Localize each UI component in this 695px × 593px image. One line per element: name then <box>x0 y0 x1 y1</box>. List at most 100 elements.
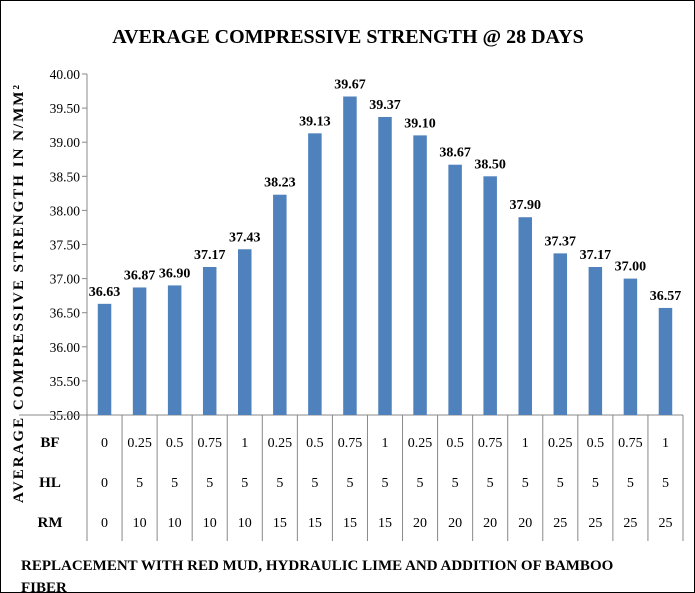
row-hl-cell-16: 5 <box>662 476 669 491</box>
data-label-9: 39.10 <box>404 116 436 131</box>
y-tick-label-7: 38.50 <box>50 169 81 184</box>
row-hl-cell-10: 5 <box>452 476 459 491</box>
row-rm-cell-13: 25 <box>553 516 567 531</box>
bar-16 <box>658 307 673 415</box>
y-tick-label-6: 38.00 <box>50 203 81 218</box>
row-hl-cell-15: 5 <box>627 476 634 491</box>
row-hl-cell-14: 5 <box>592 476 599 491</box>
data-label-6: 39.13 <box>299 114 331 129</box>
chart-title: AVERAGE COMPRESSIVE STRENGTH @ 28 DAYS <box>112 26 583 48</box>
data-label-12: 37.90 <box>509 198 541 213</box>
row-rm-cell-5: 15 <box>273 516 287 531</box>
row-bf-cell-11: 0.75 <box>478 436 503 451</box>
data-label-1: 36.87 <box>124 268 156 283</box>
bar-9 <box>413 135 427 415</box>
data-label-14: 37.17 <box>580 248 612 263</box>
y-tick-label-3: 36.50 <box>50 306 81 321</box>
row-rm-cell-14: 25 <box>588 516 602 531</box>
bar-10 <box>448 164 462 415</box>
row-hl-cell-1: 5 <box>136 476 143 491</box>
row-bf-cell-15: 0.75 <box>618 436 643 451</box>
y-tick-label-8: 39.00 <box>50 135 81 150</box>
row-rm-cell-7: 15 <box>343 516 357 531</box>
row-hl-cell-5: 5 <box>276 476 283 491</box>
bar-13 <box>553 253 568 415</box>
row-bf-cell-0: 0 <box>101 436 108 451</box>
bar-14 <box>588 267 603 415</box>
row-hl-cell-0: 0 <box>101 476 108 491</box>
row-hl-cell-4: 5 <box>241 476 248 491</box>
bar-5 <box>273 194 287 415</box>
row-hl-cell-7: 5 <box>346 476 353 491</box>
row-bf-cell-5: 0.25 <box>268 436 293 451</box>
row-bf-cell-9: 0.25 <box>408 436 433 451</box>
data-label-16: 36.57 <box>650 289 682 304</box>
row-hl-cell-9: 5 <box>417 476 424 491</box>
data-label-13: 37.37 <box>545 234 577 249</box>
row-bf-cell-6: 0.5 <box>306 436 324 451</box>
row-bf-cell-10: 0.5 <box>446 436 464 451</box>
row-rm-cell-1: 10 <box>133 516 147 531</box>
data-label-11: 38.50 <box>474 157 506 172</box>
y-tick-label-5: 37.50 <box>50 238 81 253</box>
row-rm-cell-10: 20 <box>448 516 462 531</box>
row-rm-cell-3: 10 <box>203 516 217 531</box>
row-rm-cell-11: 20 <box>483 516 497 531</box>
row-rm-cell-8: 15 <box>378 516 392 531</box>
row-bf-cell-1: 0.25 <box>127 436 152 451</box>
row-name-bf: BF <box>40 435 59 451</box>
bar-1 <box>132 287 147 415</box>
row-bf-cell-2: 0.5 <box>166 436 184 451</box>
row-hl-cell-11: 5 <box>487 476 494 491</box>
x-axis-label-line-1: REPLACEMENT WITH RED MUD, HYDRAULIC LIME… <box>21 558 613 574</box>
row-rm-cell-6: 15 <box>308 516 322 531</box>
row-rm-cell-15: 25 <box>623 516 637 531</box>
bar-4 <box>238 249 252 415</box>
row-name-hl: HL <box>39 475 61 491</box>
y-axis-label: AVERAGE COMPRESSIVE STRENGTH IN N/MM² <box>11 83 27 503</box>
plot-area: 35.0035.5036.0036.5037.0037.5038.0038.50… <box>19 67 684 541</box>
row-hl-cell-2: 5 <box>171 476 178 491</box>
bar-11 <box>483 176 497 415</box>
bar-0 <box>97 303 112 415</box>
bar-6 <box>308 133 322 416</box>
row-bf-cell-12: 1 <box>522 436 529 451</box>
row-hl-cell-3: 5 <box>206 476 213 491</box>
row-bf-cell-8: 1 <box>382 436 389 451</box>
data-label-3: 37.17 <box>194 248 226 263</box>
y-tick-label-4: 37.00 <box>50 272 81 287</box>
row-rm-cell-16: 25 <box>658 516 672 531</box>
row-bf-cell-13: 0.25 <box>548 436 573 451</box>
row-hl-cell-8: 5 <box>382 476 389 491</box>
data-label-7: 39.67 <box>334 78 366 93</box>
row-bf-cell-7: 0.75 <box>338 436 363 451</box>
row-hl-cell-12: 5 <box>522 476 529 491</box>
row-rm-cell-0: 0 <box>101 516 108 531</box>
row-bf-cell-14: 0.5 <box>587 436 605 451</box>
row-rm-cell-4: 10 <box>238 516 252 531</box>
x-axis-label-line-2: FIBER <box>21 580 67 592</box>
data-label-4: 37.43 <box>229 230 261 245</box>
row-bf-cell-16: 1 <box>662 436 669 451</box>
row-hl-cell-6: 5 <box>311 476 318 491</box>
row-rm-cell-9: 20 <box>413 516 427 531</box>
bar-12 <box>518 217 532 415</box>
row-bf-cell-4: 1 <box>241 436 248 451</box>
row-hl-cell-13: 5 <box>557 476 564 491</box>
data-label-2: 36.90 <box>159 266 191 281</box>
y-tick-label-9: 39.50 <box>50 101 81 116</box>
bar-8 <box>378 116 392 415</box>
row-name-rm: RM <box>38 515 63 531</box>
data-label-8: 39.37 <box>369 98 401 113</box>
row-bf-cell-3: 0.75 <box>197 436 222 451</box>
row-rm-cell-2: 10 <box>168 516 182 531</box>
bar-15 <box>623 278 638 415</box>
data-label-5: 38.23 <box>264 176 296 191</box>
bar-3 <box>202 267 217 415</box>
y-tick-label-2: 36.00 <box>50 340 81 355</box>
y-tick-label-10: 40.00 <box>50 67 81 82</box>
row-rm-cell-12: 20 <box>518 516 532 531</box>
data-label-15: 37.00 <box>615 260 647 275</box>
